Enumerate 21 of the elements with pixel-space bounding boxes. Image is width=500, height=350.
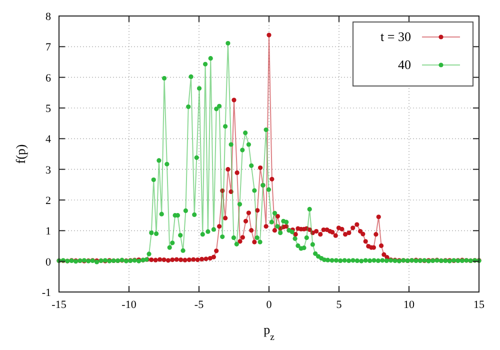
y-tick-label: 1 <box>46 226 51 238</box>
y-tick-label: 5 <box>46 103 52 115</box>
y-tick-label: 3 <box>46 164 52 176</box>
legend-label: t = 30 <box>380 29 411 44</box>
y-tick-label: -1 <box>42 287 51 299</box>
y-tick-label: 6 <box>46 72 52 84</box>
y-tick-label: 8 <box>46 11 52 23</box>
y-tick-label: 4 <box>46 134 52 146</box>
legend-label: 40 <box>398 57 411 72</box>
x-tick-label: -10 <box>122 299 137 311</box>
x-tick-label: -15 <box>52 299 67 311</box>
x-axis-title: p$_{z}$ <box>264 322 276 342</box>
y-axis-title: f(p) <box>13 144 28 164</box>
x-tick-label: 0 <box>266 299 272 311</box>
x-tick-label: -5 <box>194 299 204 311</box>
y-tick-label: 0 <box>46 256 52 268</box>
x-tick-label: 5 <box>336 299 342 311</box>
y-tick-label: 2 <box>46 195 51 207</box>
y-tick-label: 7 <box>46 42 52 54</box>
x-tick-label: 10 <box>404 299 415 311</box>
x-tick-label: 15 <box>474 299 485 311</box>
